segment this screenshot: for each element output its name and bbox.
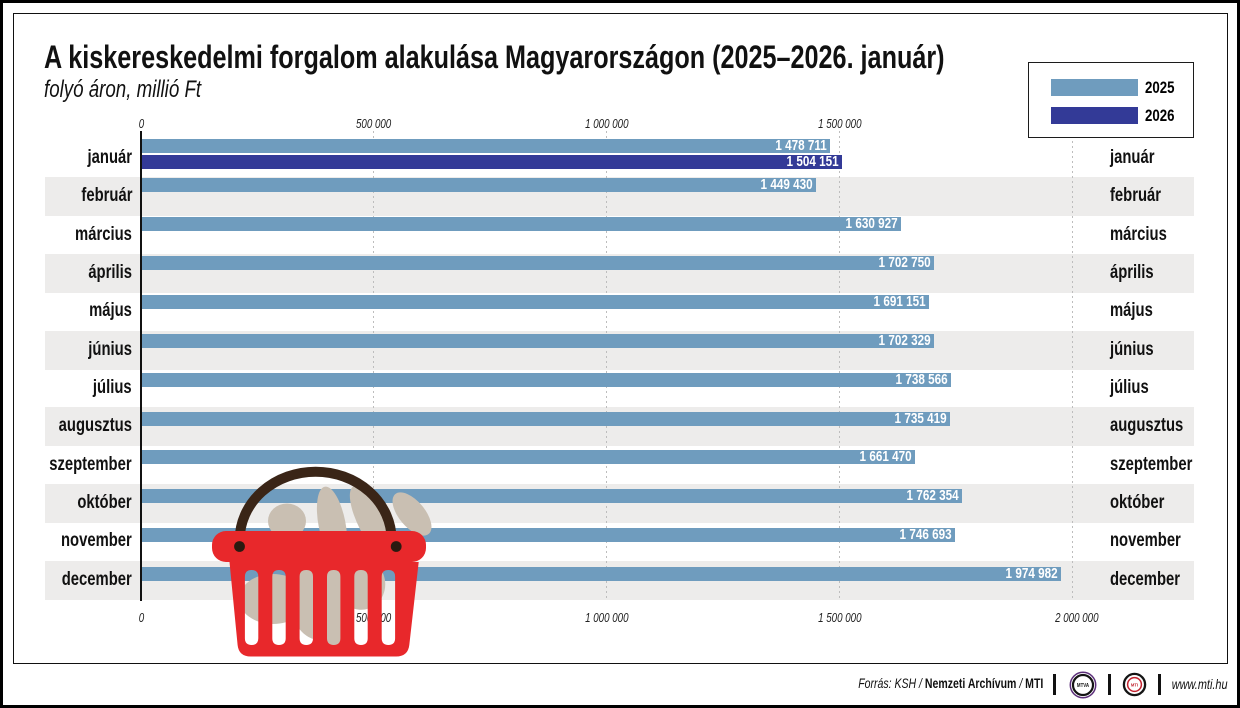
- svg-text:MTI: MTI: [1131, 682, 1138, 687]
- svg-text:MTVA: MTVA: [1077, 683, 1090, 690]
